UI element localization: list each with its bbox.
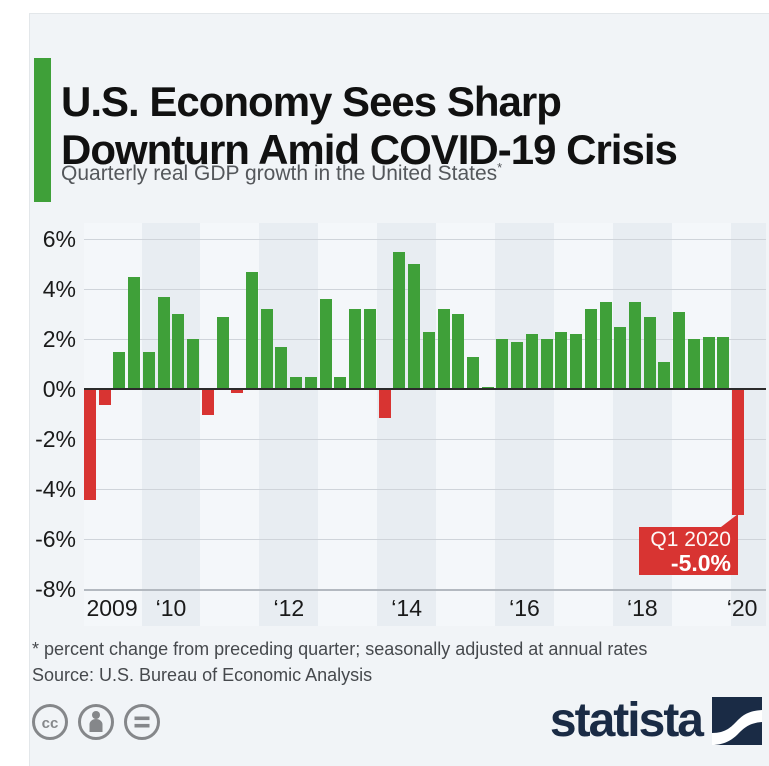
callout-pointer (721, 514, 738, 527)
x-tick-2009: 2009 (86, 595, 138, 621)
y-tick--4: -4% (35, 476, 76, 502)
bar-2016-q4 (540, 339, 553, 389)
bar-2019-q1 (673, 311, 686, 389)
bar-2012-q1 (260, 309, 273, 389)
attribution-icon[interactable] (77, 703, 115, 741)
bar-2012-q3 (290, 376, 303, 389)
bar-2011-q1 (201, 390, 214, 415)
gridline-4 (84, 289, 766, 290)
bar-2015-q3 (466, 356, 479, 389)
bar-2018-q2 (629, 301, 641, 389)
x-tick-18: ‘18 (626, 595, 658, 621)
bar-2014-q4 (422, 331, 435, 389)
bar-2010-q2 (157, 296, 170, 389)
gridline--4 (84, 489, 766, 490)
no-derivatives-icon[interactable] (123, 703, 161, 741)
year-band-2017 (553, 223, 613, 626)
footnote-marker: * (497, 160, 503, 175)
bar-2018-q3 (643, 316, 656, 389)
y-tick--8: -8% (35, 576, 76, 602)
bar-2010-q1 (142, 351, 155, 389)
bar-2009-q3 (113, 351, 126, 389)
bar-2014-q2 (393, 251, 406, 389)
bar-2019-q4 (717, 336, 730, 389)
bar-2016-q1 (496, 339, 509, 389)
year-band-2012 (259, 223, 319, 626)
year-band-2010 (141, 223, 201, 626)
bar-2014-q3 (408, 264, 421, 389)
y-tick--2: -2% (35, 426, 76, 452)
bar-2013-q1 (319, 299, 332, 389)
cc-license-icon[interactable]: cc (31, 703, 69, 741)
license-icons: cc (31, 703, 161, 741)
bar-2009-q4 (128, 276, 141, 389)
bar-2013-q2 (334, 376, 347, 389)
year-band-2016 (495, 223, 554, 626)
bar-2009-q1 (84, 390, 96, 500)
chart-footnote: * percent change from preceding quarter;… (32, 639, 648, 659)
y-tick--6: -6% (35, 526, 76, 552)
chart-subtitle: Quarterly real GDP growth in the United … (61, 160, 751, 186)
subtitle-text: Quarterly real GDP growth in the United … (61, 162, 498, 185)
bar-2019-q3 (702, 336, 715, 389)
bar-2011-q4 (246, 271, 259, 389)
y-tick-6: 6% (42, 226, 76, 252)
bar-2017-q1 (555, 331, 568, 389)
year-band-2014 (377, 223, 437, 626)
callout-quarter: Q1 2020 (650, 528, 731, 551)
y-tick-2: 2% (42, 326, 76, 352)
bar-2018-q1 (614, 326, 627, 389)
year-band-2013 (318, 223, 378, 626)
y-tick-0: 0% (42, 376, 76, 402)
infographic-card: U.S. Economy Sees Sharp Downturn Amid CO… (29, 13, 769, 766)
y-tick-4: 4% (42, 276, 76, 302)
title-accent-bar (34, 58, 51, 202)
gridline--6 (84, 539, 766, 540)
bar-2013-q3 (349, 309, 362, 389)
statista-logo[interactable]: statista (550, 697, 762, 745)
bar-2020-q1 (732, 390, 745, 515)
q1-2020-callout: Q1 2020 -5.0% (639, 514, 738, 576)
bar-2018-q4 (658, 361, 671, 389)
bar-2019-q2 (687, 339, 700, 389)
bar-2010-q4 (187, 339, 200, 389)
bar-2011-q2 (216, 316, 229, 389)
bar-2012-q4 (304, 376, 317, 389)
bar-2010-q3 (172, 314, 185, 389)
statista-logo-mark (712, 697, 762, 745)
x-tick-16: ‘16 (509, 595, 540, 621)
bar-2015-q2 (452, 314, 465, 389)
bar-2013-q4 (363, 309, 376, 389)
bar-2012-q2 (275, 346, 288, 389)
svg-text:cc: cc (42, 715, 59, 732)
bar-2009-q2 (98, 390, 111, 405)
bar-2016-q3 (525, 334, 538, 389)
year-band-2015 (436, 223, 496, 626)
x-tick-20: ‘20 (726, 595, 758, 621)
callout-value: -5.0% (670, 550, 731, 576)
bar-2017-q2 (570, 334, 583, 389)
x-tick-14: ‘14 (391, 595, 423, 621)
x-tick-12: ‘12 (273, 595, 305, 621)
zero-line (84, 388, 766, 390)
bar-2017-q3 (584, 309, 597, 389)
bar-2015-q4 (481, 386, 494, 389)
statista-logo-text: statista (549, 694, 704, 747)
bar-2015-q1 (437, 309, 450, 389)
gridline-6 (84, 239, 766, 240)
bar-2014-q1 (378, 390, 391, 418)
page-title: U.S. Economy Sees Sharp Downturn Amid CO… (61, 78, 678, 174)
gridline--2 (84, 439, 766, 440)
x-tick-10: ‘10 (155, 595, 187, 621)
source-line: Source: U.S. Bureau of Economic Analysis (32, 665, 373, 685)
bar-2016-q2 (511, 341, 524, 389)
bar-2017-q4 (599, 301, 612, 389)
bar-2011-q3 (231, 390, 244, 393)
gridline--8 (84, 589, 766, 591)
